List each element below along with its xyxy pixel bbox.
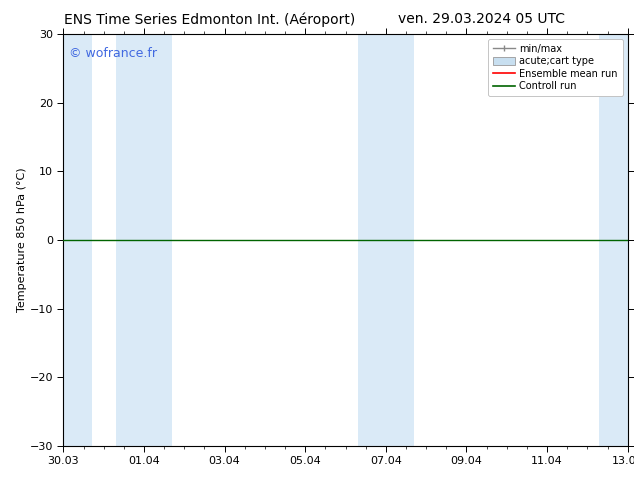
Text: © wofrance.fr: © wofrance.fr — [69, 47, 157, 60]
Bar — [600, 34, 628, 446]
Text: ven. 29.03.2024 05 UTC: ven. 29.03.2024 05 UTC — [398, 12, 566, 26]
Legend: min/max, acute;cart type, Ensemble mean run, Controll run: min/max, acute;cart type, Ensemble mean … — [488, 39, 623, 96]
Bar — [358, 34, 414, 446]
Text: ENS Time Series Edmonton Int. (Aéroport): ENS Time Series Edmonton Int. (Aéroport) — [63, 12, 355, 27]
Y-axis label: Temperature 850 hPa (°C): Temperature 850 hPa (°C) — [16, 168, 27, 313]
Bar — [63, 34, 91, 446]
Bar — [116, 34, 172, 446]
